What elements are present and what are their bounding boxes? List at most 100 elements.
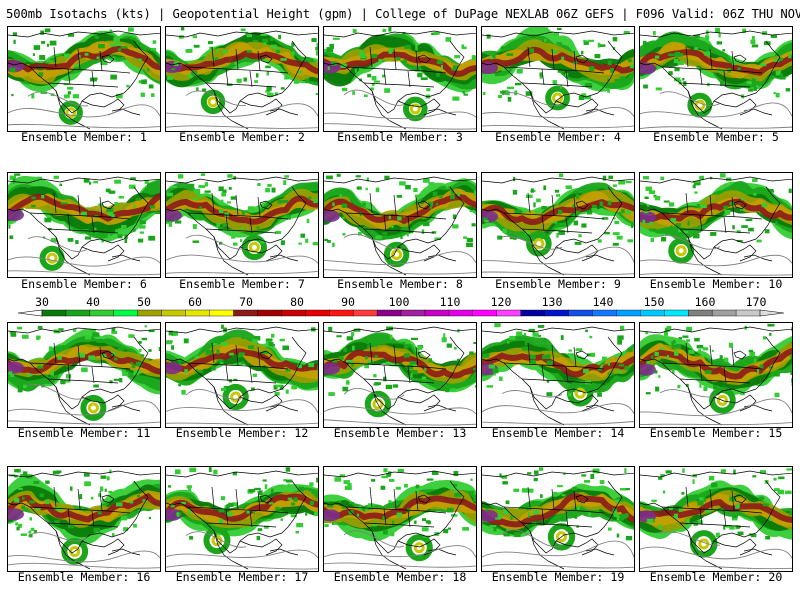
map-canvas: [324, 173, 476, 276]
coastline-borders: [8, 326, 160, 426]
colorbar-swatch: [424, 309, 450, 317]
coastline-borders: [166, 470, 318, 570]
coastline-borders: [166, 30, 318, 130]
colorbar-swatch: [161, 309, 187, 317]
ensemble-member-map: [7, 172, 161, 278]
member-caption: Ensemble Member: 15: [649, 426, 783, 440]
colorbar-swatch: [592, 309, 618, 317]
isotach-shading: [640, 468, 792, 558]
wind-speed-colorbar: 30 40 50 60 70 80 90 100 110 120 130 140 150 160 170: [17, 296, 785, 317]
colorbar-swatch: [41, 309, 67, 317]
ensemble-member-map: [165, 322, 319, 428]
isotach-shading: [166, 27, 318, 115]
colorbar-tick-label: 110: [440, 296, 461, 309]
height-contours: [324, 530, 476, 568]
coastline-borders: [166, 326, 318, 426]
height-contours: [166, 531, 318, 570]
ensemble-member-map: [7, 26, 161, 132]
member-caption: Ensemble Member: 1: [21, 130, 147, 144]
map-canvas: [166, 324, 318, 426]
member-caption: Ensemble Member: 20: [649, 570, 783, 584]
height-contours: [482, 529, 634, 569]
map-canvas: [8, 173, 160, 276]
colorbar-swatch: [329, 309, 354, 317]
height-contours: [166, 90, 318, 129]
ensemble-member-map: [165, 26, 319, 132]
ensemble-member-map: [639, 26, 793, 132]
colorbar-swatch: [305, 309, 330, 317]
map-canvas: [640, 468, 792, 570]
member-caption: Ensemble Member: 10: [649, 277, 783, 291]
map-canvas: [482, 467, 634, 570]
coastline-borders: [324, 176, 476, 276]
map-canvas: [640, 323, 792, 426]
colorbar-swatch: [688, 309, 713, 317]
ensemble-member-map: [165, 466, 319, 572]
colorbar-swatch: [281, 309, 306, 317]
colorbar-tick-label: 50: [137, 296, 151, 309]
coastline-borders: [482, 176, 634, 276]
colorbar-swatch: [520, 309, 546, 317]
height-contours: [8, 236, 160, 276]
member-caption: Ensemble Member: 11: [17, 426, 151, 440]
map-canvas: [640, 173, 792, 276]
ensemble-member-map: [639, 466, 793, 572]
height-contours: [166, 388, 318, 426]
member-caption: Ensemble Member: 7: [179, 277, 305, 291]
isotach-shading: [482, 323, 634, 407]
colorbar-tick-label: 130: [542, 296, 563, 309]
colorbar-swatch: [711, 309, 737, 317]
colorbar-swatch: [735, 309, 761, 317]
height-contours: [8, 91, 160, 129]
ensemble-member-map: [639, 322, 793, 428]
colorbar-tick-label: 170: [746, 296, 767, 309]
colorbar-tick-label: 80: [290, 296, 304, 309]
map-canvas: [324, 326, 476, 426]
colorbar-swatch: [233, 309, 258, 317]
member-caption: Ensemble Member: 18: [333, 570, 467, 584]
coastline-borders: [482, 470, 634, 570]
ensemble-member-map: [481, 466, 635, 572]
member-caption: Ensemble Member: 4: [495, 130, 621, 144]
colorbar-tick-label: 70: [239, 296, 253, 309]
height-contours: [8, 384, 160, 425]
colorbar-max-arrow: [759, 309, 785, 317]
member-caption: Ensemble Member: 9: [495, 277, 621, 291]
ensemble-member-map: [165, 172, 319, 278]
map-canvas: [8, 325, 160, 426]
member-caption: Ensemble Member: 16: [17, 570, 151, 584]
member-caption: Ensemble Member: 2: [179, 130, 305, 144]
isotach-shading: [166, 467, 318, 555]
map-canvas: [166, 27, 318, 130]
ensemble-member-map: [323, 466, 477, 572]
height-contours: [640, 235, 792, 276]
colorbar-swatch: [664, 309, 689, 317]
height-contours: [8, 532, 160, 569]
colorbar-swatch: [568, 309, 594, 317]
member-caption: Ensemble Member: 6: [21, 277, 147, 291]
colorbar-min-arrow: [17, 309, 43, 317]
coastline-borders: [640, 326, 792, 426]
coastline-borders: [324, 326, 476, 426]
height-contours: [482, 390, 634, 425]
map-canvas: [324, 468, 476, 570]
ensemble-member-map: [323, 322, 477, 428]
colorbar-swatch: [185, 309, 211, 317]
member-caption: Ensemble Member: 3: [337, 130, 463, 144]
colorbar-swatch: [640, 309, 665, 317]
member-caption: Ensemble Member: 5: [653, 130, 779, 144]
map-canvas: [482, 173, 634, 276]
coastline-borders: [8, 470, 160, 570]
colorbar-swatch: [89, 309, 115, 317]
colorbar-tick-label: 40: [86, 296, 100, 309]
height-contours: [324, 89, 476, 130]
height-contours: [166, 234, 318, 275]
ensemble-member-map: [481, 322, 635, 428]
map-canvas: [166, 173, 318, 276]
map-canvas: [8, 27, 160, 130]
map-canvas: [482, 323, 634, 426]
height-contours: [482, 235, 634, 276]
ensemble-member-map: [323, 172, 477, 278]
colorbar-tick-label: 60: [188, 296, 202, 309]
